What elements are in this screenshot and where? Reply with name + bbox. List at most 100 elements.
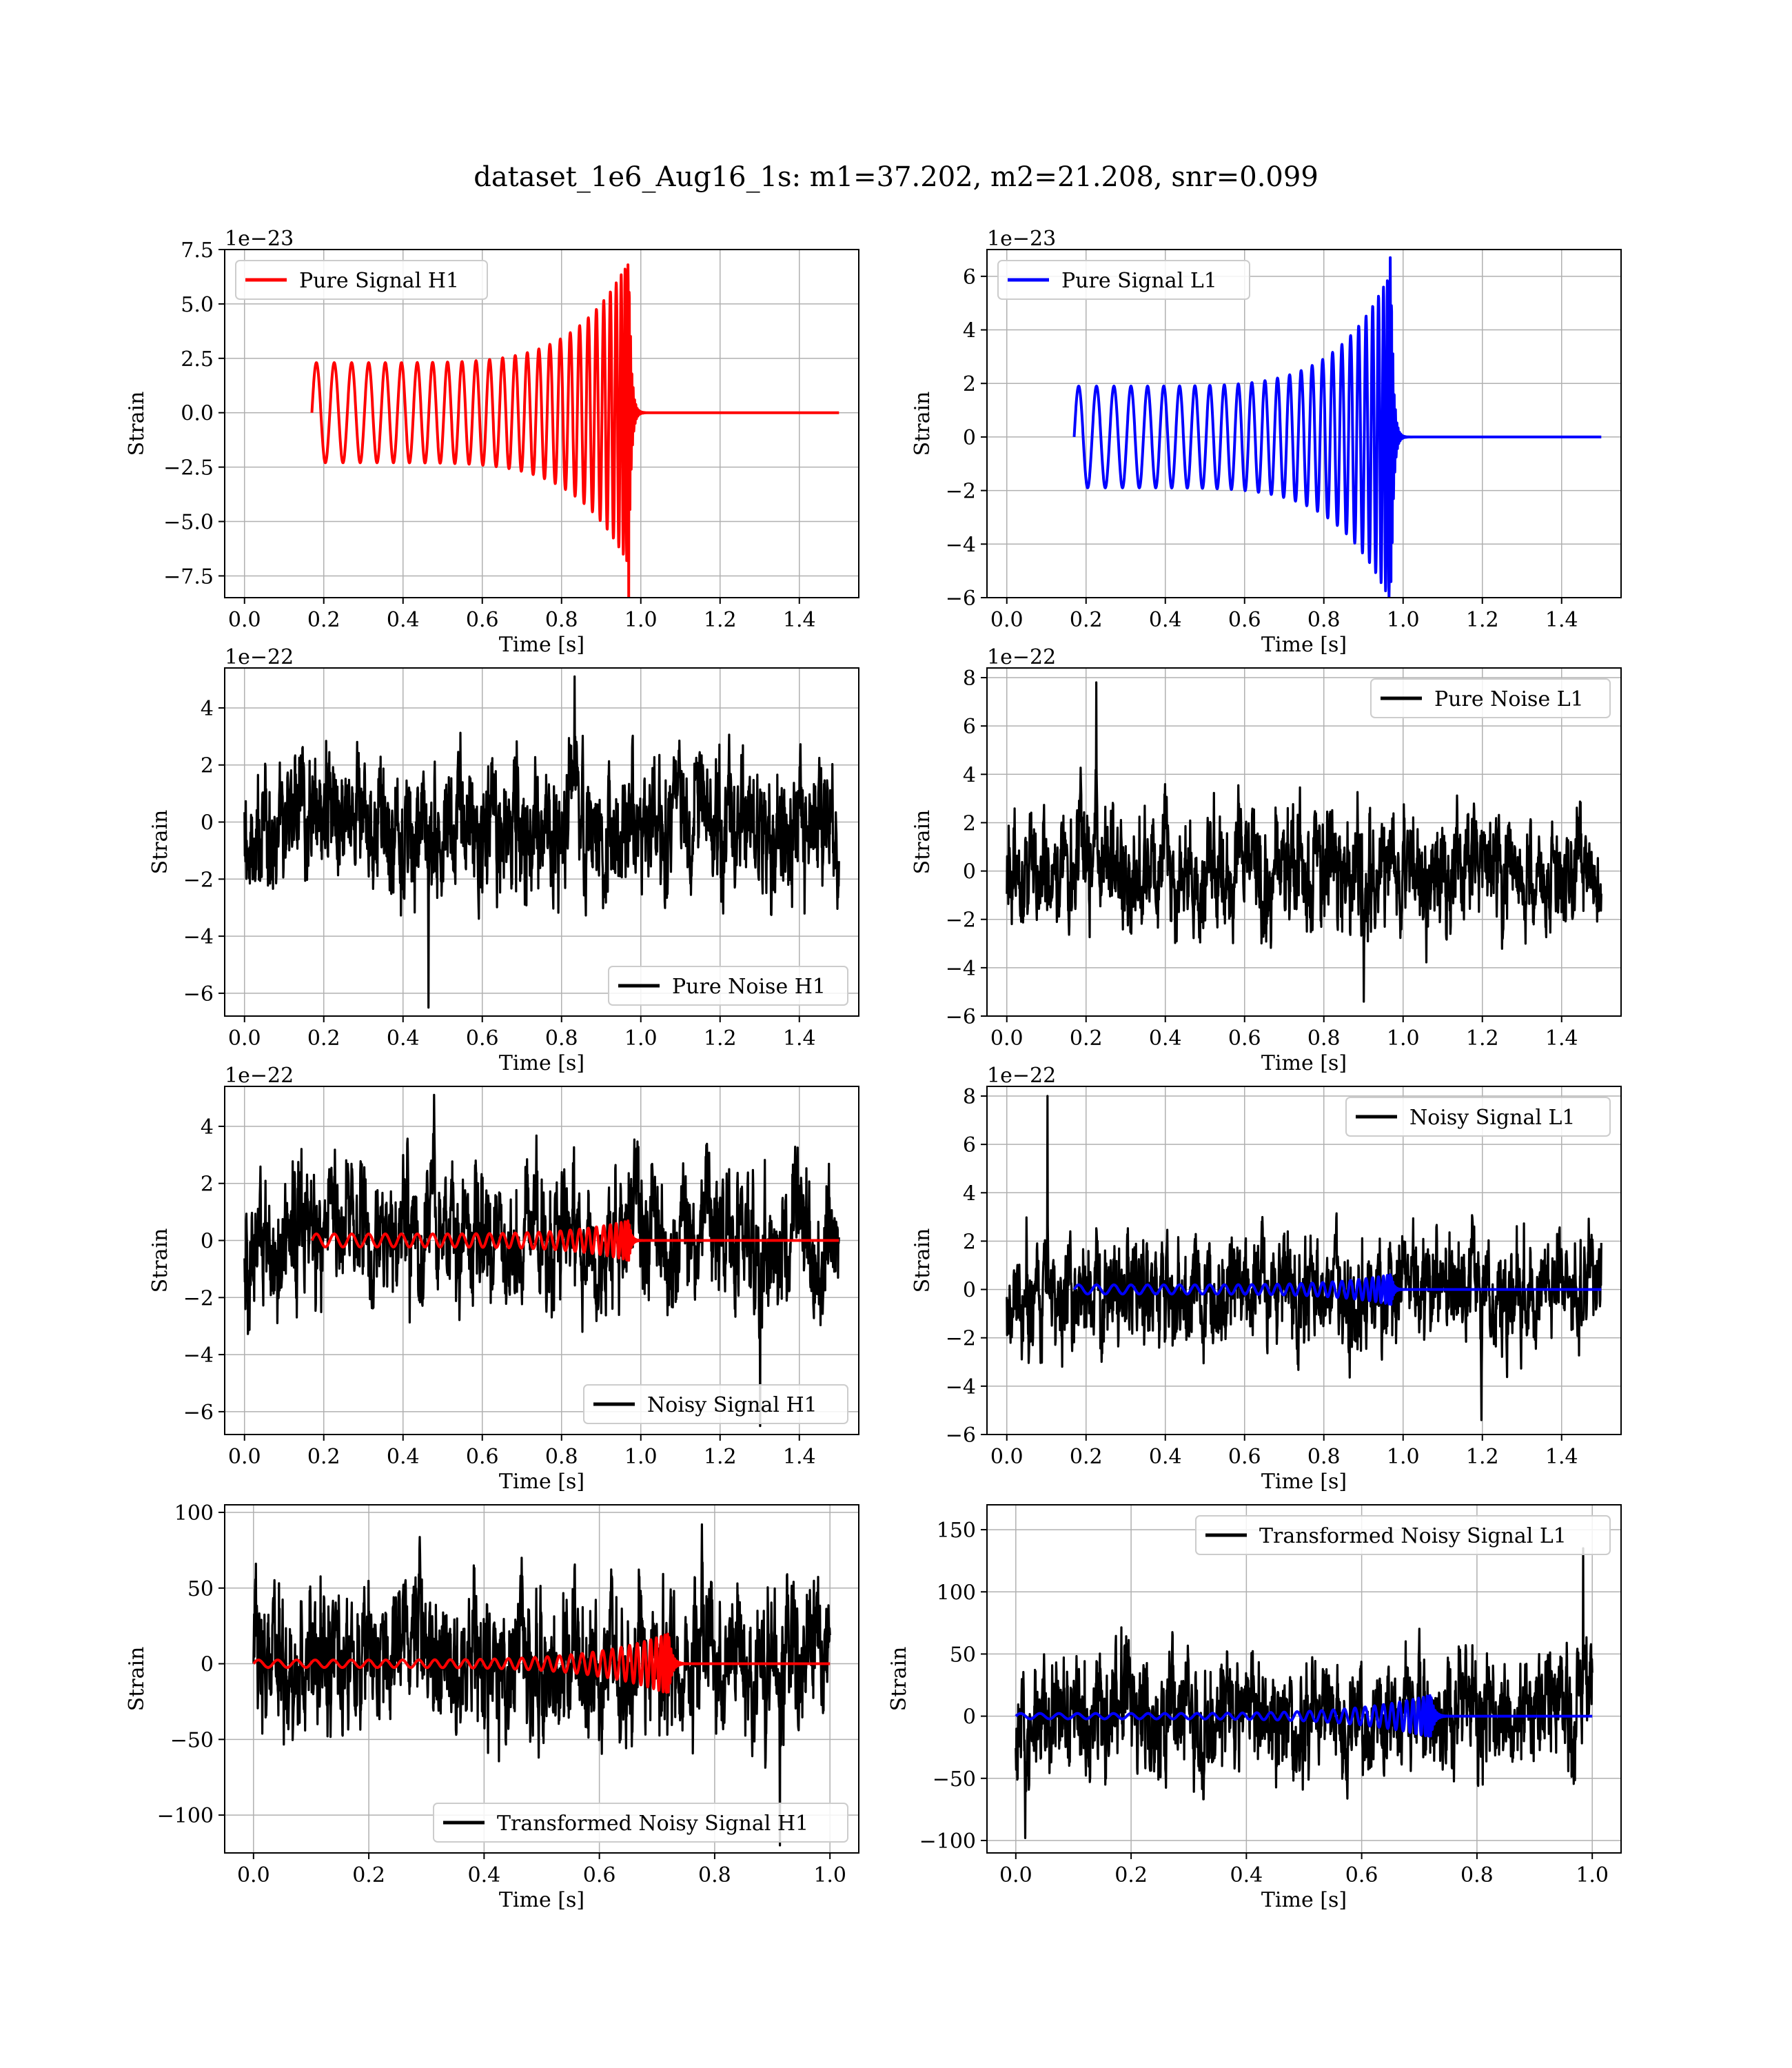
subplot-h1-noise: 0.0 0.2 0.4 0.6 0.8 1.0 1.2 1.4 4 2 0 −2 −4 −6 Time [s… [148, 645, 859, 1075]
y-tick-label: 4 [963, 763, 976, 787]
legend-label: Pure Signal H1 [299, 269, 459, 293]
legend-label: Noisy Signal L1 [1409, 1106, 1575, 1130]
axes-frame [986, 1086, 1622, 1435]
x-tick-label: 0.8 [1460, 1863, 1494, 1887]
y-tick-label: 2 [201, 1173, 214, 1197]
y-tick-label: 100 [937, 1581, 976, 1605]
axes-frame [224, 1086, 859, 1435]
y-tick-label: −2 [183, 868, 214, 892]
legend: Pure Signal H1 [235, 260, 488, 300]
legend-frame [433, 1803, 848, 1843]
x-tick-label: 0.2 [1070, 1026, 1103, 1051]
y-tick-label: 0 [201, 1653, 214, 1677]
y-axis-label: Strain [910, 392, 935, 456]
subplot-h1-noisy: 0.0 0.2 0.4 0.6 0.8 1.0 1.2 1.4 4 2 0 −2 −4 −6 Time [s… [148, 1064, 859, 1494]
y-tick-label: −4 [183, 925, 214, 949]
series-line-noise [243, 675, 840, 1009]
y-offset-text: 1e−22 [225, 645, 294, 669]
x-tick-label: 1.0 [624, 608, 658, 632]
x-tick-label: 1.2 [1466, 608, 1499, 632]
x-tick-label: 0.6 [466, 608, 499, 632]
x-tick-label: 0.2 [1070, 1445, 1103, 1469]
y-axis-label: Strain [148, 810, 172, 875]
x-tick-label: 1.0 [1387, 1445, 1420, 1469]
x-axis-label: Time [s] [499, 1051, 584, 1075]
legend: Noisy Signal H1 [583, 1384, 848, 1424]
x-tick-label: 0.4 [1149, 1026, 1182, 1051]
x-tick-label: 0.4 [1149, 1445, 1182, 1469]
x-tick-label: 0.2 [1114, 1863, 1148, 1887]
x-tick-label: 0.4 [1230, 1863, 1263, 1887]
series-line-noise [1015, 1547, 1594, 1839]
x-tick-label: 0.8 [1307, 608, 1341, 632]
y-tick-label: 0 [963, 426, 976, 450]
x-tick-label: 1.4 [1545, 608, 1578, 632]
y-axis-label: Strain [910, 810, 935, 875]
y-tick-label: 150 [937, 1519, 976, 1543]
y-offset-text: 1e−22 [225, 1064, 294, 1088]
x-axis-label: Time [s] [1261, 1470, 1347, 1494]
x-tick-label: 1.4 [1545, 1026, 1578, 1051]
y-tick-label: 4 [963, 319, 976, 343]
axes-frame [224, 667, 859, 1017]
y-axis-label: Strain [887, 1647, 911, 1712]
x-tick-label: 0.0 [999, 1863, 1032, 1887]
y-offset-text: 1e−22 [987, 1064, 1056, 1088]
subplot-l1-noisy: 0.0 0.2 0.4 0.6 0.8 1.0 1.2 1.4 8 6 4 2 0 −2 −4 −6 Time … [910, 1064, 1622, 1494]
y-tick-label: 50 [950, 1643, 976, 1667]
y-tick-label: −4 [946, 1375, 976, 1399]
x-tick-label: 0.8 [545, 608, 578, 632]
x-axis-label: Time [s] [499, 633, 584, 657]
legend-label: Transformed Noisy Signal L1 [1259, 1524, 1567, 1548]
x-tick-label: 1.4 [783, 1026, 816, 1051]
x-tick-label: 0.8 [545, 1445, 578, 1469]
y-tick-label: 2.5 [181, 347, 214, 372]
legend: Transformed Noisy Signal L1 [1195, 1515, 1611, 1555]
legend-frame [235, 260, 488, 300]
x-tick-label: 0.6 [583, 1863, 616, 1887]
series-line-signal [252, 1632, 831, 1694]
y-axis-label: Strain [125, 1647, 149, 1712]
series-line-noise [243, 1093, 840, 1428]
y-tick-label: −100 [919, 1829, 976, 1854]
y-tick-label: −4 [946, 957, 976, 981]
x-tick-label: 1.0 [813, 1863, 846, 1887]
x-tick-label: 0.6 [1345, 1863, 1378, 1887]
subplot-l1-signal: 0.0 0.2 0.4 0.6 0.8 1.0 1.2 1.4 6 4 2 0 −2 −4 −6 Time [… [910, 227, 1622, 657]
figure-title: dataset_1e6_Aug16_1s: m1=37.202, m2=21.2… [474, 161, 1318, 193]
x-tick-label: 1.2 [704, 1026, 737, 1051]
x-tick-label: 0.4 [387, 1026, 420, 1051]
y-tick-label: 6 [963, 1133, 976, 1157]
x-tick-label: 0.8 [698, 1863, 731, 1887]
y-offset-text: 1e−22 [987, 645, 1056, 669]
y-tick-label: 0 [963, 860, 976, 884]
y-tick-label: 8 [963, 667, 976, 691]
legend: Pure Noise H1 [608, 966, 848, 1006]
y-tick-label: 7.5 [181, 239, 214, 263]
y-tick-label: −4 [946, 533, 976, 557]
y-axis-label: Strain [910, 1228, 935, 1293]
series-line-noise [252, 1523, 831, 1847]
x-tick-label: 1.0 [624, 1445, 658, 1469]
legend: Pure Noise L1 [1370, 678, 1611, 718]
subplot-h1-transformed: 0.0 0.2 0.4 0.6 0.8 1.0 100 50 0 −50 −100 Time [s] S… [125, 1501, 859, 1912]
x-tick-label: 1.4 [783, 608, 816, 632]
x-tick-label: 1.0 [1387, 1026, 1420, 1051]
axes-frame [986, 1504, 1622, 1854]
y-tick-label: −2 [946, 480, 976, 504]
x-tick-label: 1.2 [1466, 1445, 1499, 1469]
y-tick-label: 0 [963, 1705, 976, 1730]
y-axis-label: Strain [125, 392, 149, 456]
x-tick-label: 0.0 [228, 1445, 261, 1469]
x-axis-label: Time [s] [499, 1888, 584, 1912]
y-tick-label: −5.0 [163, 511, 214, 535]
x-tick-label: 0.8 [1307, 1445, 1341, 1469]
x-tick-label: 0.6 [1228, 608, 1261, 632]
y-tick-label: −2 [946, 909, 976, 933]
y-tick-label: −4 [183, 1344, 214, 1368]
y-tick-label: 0 [201, 811, 214, 835]
legend-frame [1370, 678, 1611, 718]
subplot-grid: 0.0 0.2 0.4 0.6 0.8 1.0 1.2 1.4 7.5 5.0 2.5 0.0 −2.5… [125, 227, 1622, 1912]
subplot-h1-signal: 0.0 0.2 0.4 0.6 0.8 1.0 1.2 1.4 7.5 5.0 2.5 0.0 −2.5… [125, 227, 859, 657]
